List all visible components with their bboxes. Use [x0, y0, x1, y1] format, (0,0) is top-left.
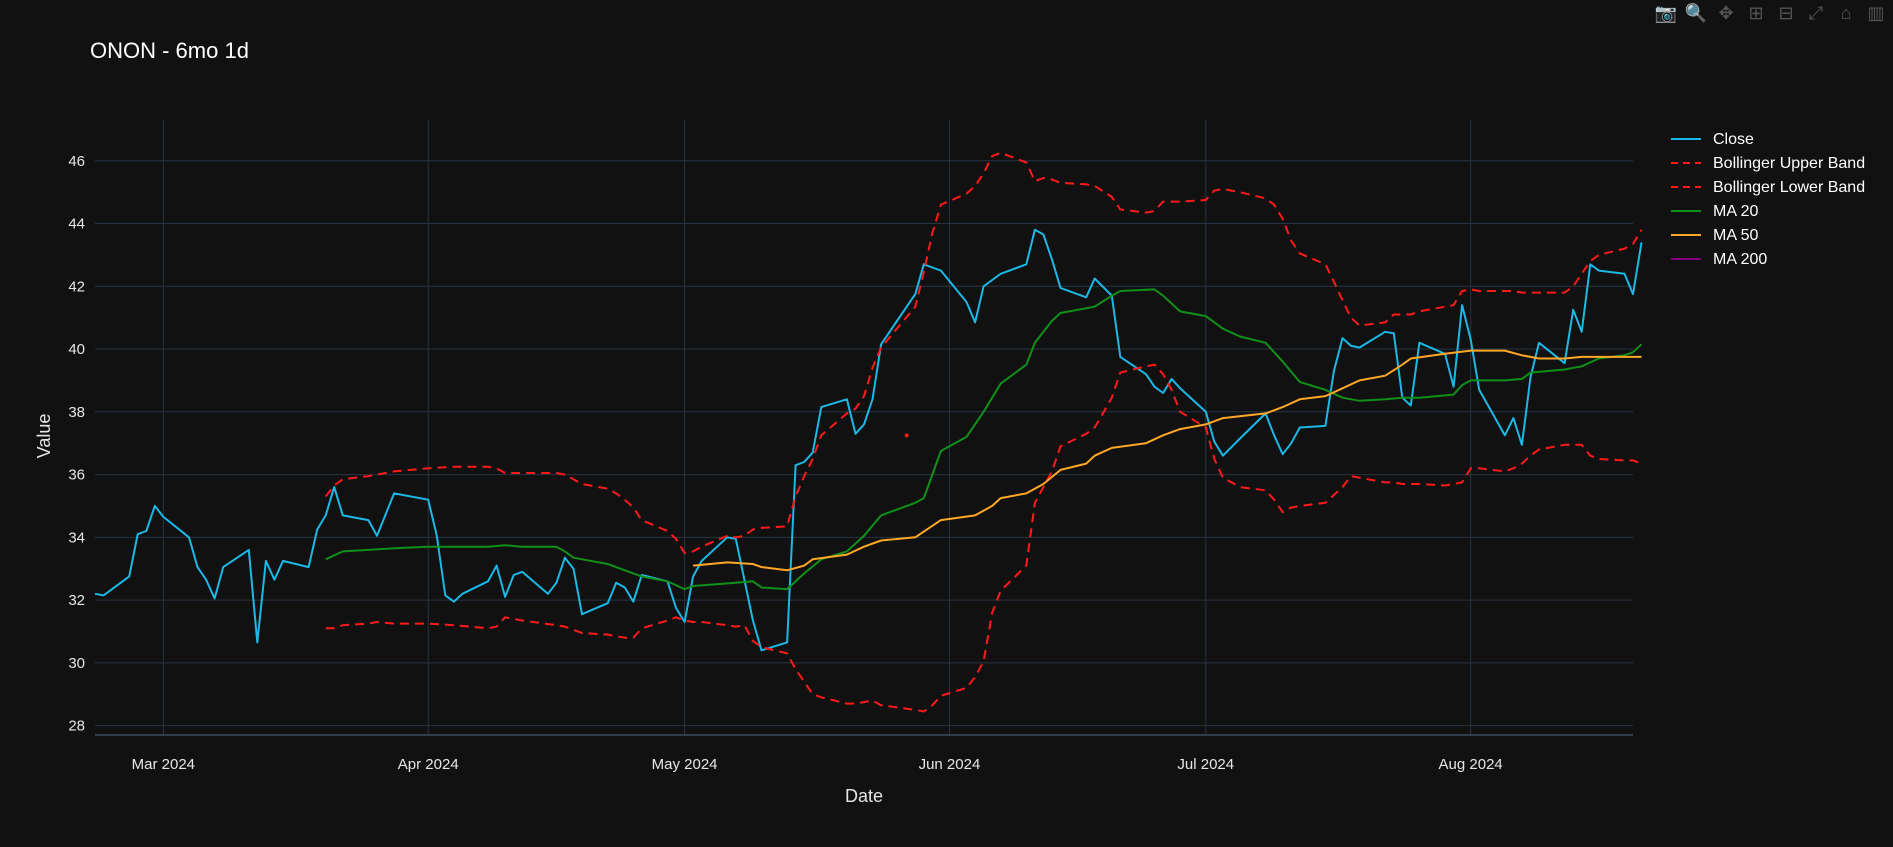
- legend[interactable]: Close Bollinger Upper Band Bollinger Lower…: [1671, 131, 1865, 268]
- chart-title: ONON - 6mo 1d: [90, 38, 249, 63]
- legend-item[interactable]: MA 50: [1671, 227, 1758, 244]
- y-axis-ticks: 28 30 32 34 36 38 40 42 44 46: [68, 153, 85, 735]
- y-tick-label: 32: [68, 592, 85, 609]
- y-tick-label: 36: [68, 467, 85, 484]
- x-gridlines: [95, 120, 1633, 736]
- legend-label: Bollinger Lower Band: [1713, 179, 1865, 196]
- y-tick-label: 40: [68, 341, 85, 358]
- autoscale-icon[interactable]: ⤢: [1808, 3, 1824, 23]
- plotly-logo-icon[interactable]: ▥: [1867, 3, 1885, 23]
- legend-label: Close: [1713, 131, 1754, 148]
- y-tick-label: 28: [68, 718, 85, 735]
- annotation-dot: [904, 433, 909, 438]
- zoom-icon[interactable]: 🔍: [1684, 3, 1708, 23]
- x-tick-label: Mar 2024: [132, 756, 195, 773]
- annotations-layer: [904, 433, 909, 438]
- x-tick-label: May 2024: [652, 756, 718, 773]
- y-tick-label: 46: [68, 153, 85, 170]
- series-layer: [94, 151, 1643, 713]
- x-tick-label: Apr 2024: [398, 756, 459, 773]
- y-tick-label: 38: [68, 404, 85, 421]
- legend-item[interactable]: Bollinger Upper Band: [1671, 155, 1865, 172]
- x-axis-ticks: Mar 2024 Apr 2024 May 2024 Jun 2024 Jul 2024…: [132, 756, 1503, 773]
- y-tick-label: 30: [68, 655, 85, 672]
- legend-label: Bollinger Upper Band: [1713, 155, 1865, 172]
- x-tick-label: Aug 2024: [1439, 756, 1503, 773]
- pan-icon[interactable]: ✥: [1718, 3, 1734, 23]
- legend-item[interactable]: Bollinger Lower Band: [1671, 179, 1865, 196]
- y-tick-label: 44: [68, 216, 85, 233]
- series-line-ma-50: [693, 349, 1642, 572]
- y-axis-title: Value: [34, 414, 54, 459]
- zoom-in-icon[interactable]: ⊞: [1748, 3, 1764, 23]
- x-axis-title: Date: [845, 786, 883, 806]
- legend-item[interactable]: Close: [1671, 131, 1754, 148]
- series-line-close: [94, 228, 1643, 652]
- series-line-bollinger-lower-band: [325, 363, 1642, 713]
- legend-label: MA 200: [1713, 251, 1767, 268]
- camera-icon[interactable]: 📷: [1654, 3, 1678, 23]
- y-gridlines: [95, 160, 1633, 727]
- legend-item[interactable]: MA 20: [1671, 203, 1758, 220]
- y-tick-label: 42: [68, 278, 85, 295]
- zoom-out-icon[interactable]: ⊟: [1778, 3, 1794, 23]
- series-line-bollinger-upper-band: [324, 151, 1643, 554]
- home-icon[interactable]: ⌂: [1840, 3, 1852, 23]
- y-tick-label: 34: [68, 529, 85, 546]
- x-tick-label: Jun 2024: [919, 756, 981, 773]
- legend-label: MA 20: [1713, 203, 1758, 220]
- series-line-ma-20: [325, 288, 1643, 591]
- modebar: 📷 🔍 ✥ ⊞ ⊟ ⤢ ⌂ ▥: [1653, 2, 1889, 24]
- x-tick-label: Jul 2024: [1177, 756, 1234, 773]
- legend-label: MA 50: [1713, 227, 1758, 244]
- legend-item[interactable]: MA 200: [1671, 251, 1767, 268]
